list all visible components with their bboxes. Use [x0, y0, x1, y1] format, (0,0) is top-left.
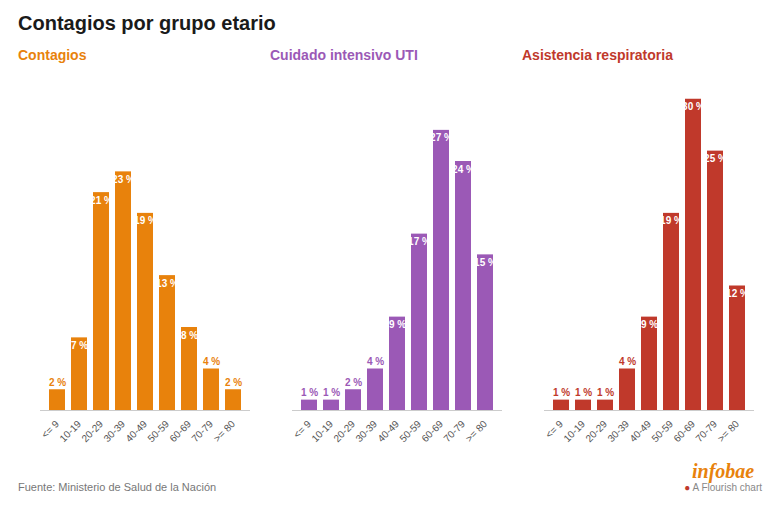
svg-text:8 %: 8 % [181, 330, 198, 341]
svg-text:40-49: 40-49 [627, 418, 653, 444]
svg-text:2 %: 2 % [49, 377, 66, 388]
html-text:Fuente: Ministerio de Salud de: Fuente: Ministerio de Salud de la Nación [18, 481, 217, 493]
svg-text:1 %: 1 % [323, 387, 340, 398]
html-text:infobae: infobae [692, 460, 755, 482]
svg-text:30 %: 30 % [682, 101, 705, 112]
svg-text:10-19: 10-19 [309, 418, 335, 444]
svg-text:70-79: 70-79 [441, 418, 467, 444]
svg-text:70-79: 70-79 [189, 418, 215, 444]
svg-text:<= 9: <= 9 [543, 418, 566, 441]
svg-text:23 %: 23 % [112, 174, 135, 185]
svg-text:60-69: 60-69 [167, 418, 193, 444]
html-text:Cuidado intensivo UTI: Cuidado intensivo UTI [270, 47, 418, 63]
svg-text:12 %: 12 % [726, 288, 749, 299]
svg-text:25 %: 25 % [704, 153, 727, 164]
svg-text:70-79: 70-79 [693, 418, 719, 444]
svg-text:30-39: 30-39 [353, 418, 379, 444]
svg-text:>= 80: >= 80 [211, 418, 237, 444]
svg-text:>= 80: >= 80 [463, 418, 489, 444]
svg-text:2 %: 2 % [225, 377, 242, 388]
svg-text:60-69: 60-69 [419, 418, 445, 444]
svg-text:13 %: 13 % [156, 278, 179, 289]
svg-text:40-49: 40-49 [123, 418, 149, 444]
svg-text:<= 9: <= 9 [39, 418, 62, 441]
svg-text:30-39: 30-39 [605, 418, 631, 444]
svg-text:17 %: 17 % [408, 236, 431, 247]
html-text:Contagios por grupo etario: Contagios por grupo etario [18, 12, 276, 34]
svg-text:60-69: 60-69 [671, 418, 697, 444]
svg-text:4 %: 4 % [367, 356, 384, 367]
svg-text:>= 80: >= 80 [715, 418, 741, 444]
svg-text:20-29: 20-29 [79, 418, 105, 444]
svg-text:9 %: 9 % [641, 319, 658, 330]
svg-text:<= 9: <= 9 [291, 418, 314, 441]
svg-text:21 %: 21 % [90, 195, 113, 206]
html-text:● A Flourish chart: ● A Flourish chart [684, 482, 762, 493]
svg-text:7 %: 7 % [71, 340, 88, 351]
svg-text:15 %: 15 % [474, 257, 497, 268]
svg-text:1 %: 1 % [575, 387, 592, 398]
svg-text:1 %: 1 % [597, 387, 614, 398]
svg-text:50-59: 50-59 [397, 418, 423, 444]
svg-text:1 %: 1 % [301, 387, 318, 398]
svg-text:1 %: 1 % [553, 387, 570, 398]
svg-text:24 %: 24 % [452, 164, 475, 175]
svg-text:20-29: 20-29 [331, 418, 357, 444]
svg-text:50-59: 50-59 [145, 418, 171, 444]
svg-text:10-19: 10-19 [57, 418, 83, 444]
svg-text:20-29: 20-29 [583, 418, 609, 444]
svg-text:9 %: 9 % [389, 319, 406, 330]
svg-text:27 %: 27 % [430, 132, 453, 143]
html-text:Asistencia respiratoria: Asistencia respiratoria [522, 47, 673, 63]
svg-text:4 %: 4 % [203, 356, 220, 367]
svg-text:30-39: 30-39 [101, 418, 127, 444]
svg-text:40-49: 40-49 [375, 418, 401, 444]
svg-text:2 %: 2 % [345, 377, 362, 388]
svg-text:19 %: 19 % [660, 215, 683, 226]
html-text:Contagios: Contagios [18, 47, 87, 63]
svg-text:50-59: 50-59 [649, 418, 675, 444]
svg-text:10-19: 10-19 [561, 418, 587, 444]
svg-text:19 %: 19 % [134, 215, 157, 226]
svg-text:4 %: 4 % [619, 356, 636, 367]
